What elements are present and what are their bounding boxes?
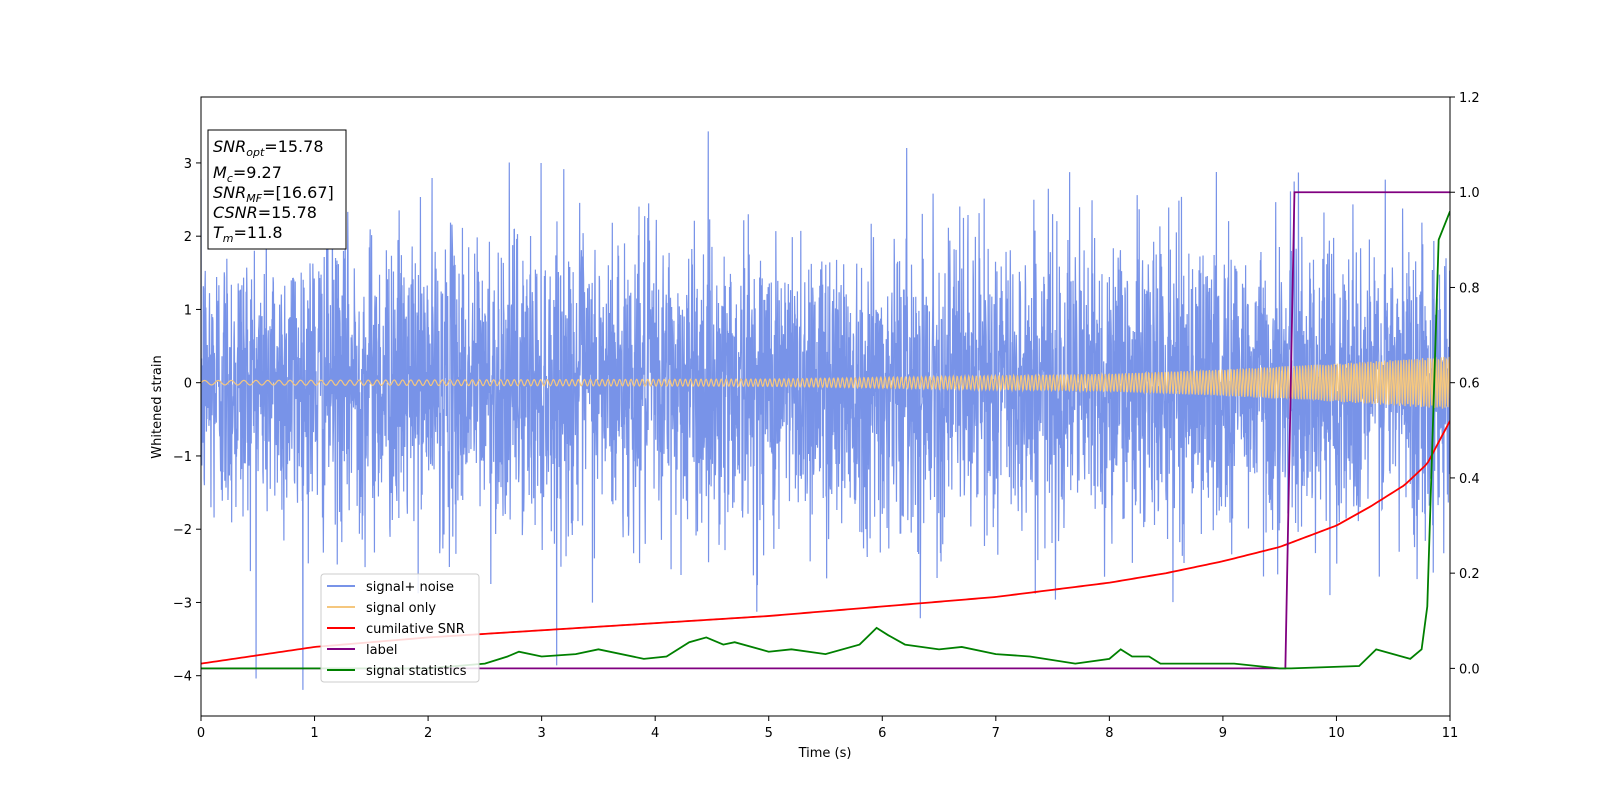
annotation-value: =15.78: [258, 203, 317, 222]
annotation-sym: CSNR: [213, 203, 258, 222]
y-tick-label-left: 1: [184, 303, 192, 318]
annotation-value: =9.27: [233, 163, 282, 182]
annotation-box: SNRopt=15.78 Mc=9.27 SNRMF=[16.67] CSNR=…: [207, 129, 347, 250]
annotation-value: =[16.67]: [262, 183, 334, 202]
annotation-sub: c: [227, 172, 233, 185]
series-signal-statistics: [201, 210, 1450, 670]
annotation-sub: opt: [246, 146, 265, 159]
y-tick-label-right: 0.8: [1459, 281, 1480, 296]
x-axis: 0 1 2 3 4 5 6 7 8 9 10 11: [197, 716, 1458, 741]
y-tick-label-right: 0.4: [1459, 472, 1480, 487]
y-tick-label-left: −1: [173, 450, 192, 465]
x-tick-label: 6: [878, 726, 886, 741]
legend-label-label: label: [366, 643, 397, 658]
x-axis-label: Time (s): [798, 746, 852, 761]
x-tick-label: 8: [1105, 726, 1113, 741]
x-tick-label: 4: [651, 726, 659, 741]
annotation-sub: m: [223, 232, 234, 245]
annotation-sym: SNR: [213, 137, 246, 156]
y-tick-label-right: 0.6: [1459, 377, 1480, 392]
x-tick-label: 3: [537, 726, 545, 741]
legend-label-signal-only: signal only: [366, 601, 436, 616]
y-tick-label-left: −3: [173, 596, 192, 611]
legend-label-signal-statistics: signal statistics: [366, 664, 467, 679]
svg-text:Tm=11.8: Tm=11.8: [213, 223, 283, 245]
x-tick-label: 0: [197, 726, 205, 741]
y-tick-label-left: 0: [184, 377, 192, 392]
y-tick-label-left: 3: [184, 157, 192, 172]
legend: signal+ noise signal only cumilative SNR…: [320, 573, 480, 683]
annotation-sym: T: [213, 223, 224, 242]
y-axis-left: 3 2 1 0 −1 −2 −3 −4: [173, 157, 201, 685]
y-axis-right: 1.2 1.0 0.8 0.6 0.4 0.2 0.0: [1450, 91, 1480, 677]
y-tick-label-right: 0.0: [1459, 662, 1480, 677]
series-label: [201, 191, 1450, 670]
annotation-sym: M: [213, 163, 227, 182]
svg-text:CSNR=15.78: CSNR=15.78: [213, 203, 317, 222]
y-axis-label: Whitened strain: [150, 355, 165, 458]
x-tick-label: 10: [1328, 726, 1345, 741]
svg-text:SNRopt=15.78: SNRopt=15.78: [213, 137, 324, 159]
annotation-value: =11.8: [234, 223, 283, 242]
annotation-sub: MF: [246, 192, 262, 205]
x-tick-label: 9: [1219, 726, 1227, 741]
x-tick-label: 2: [424, 726, 432, 741]
svg-text:Mc=9.27: Mc=9.27: [213, 163, 282, 185]
y-tick-label-right: 0.2: [1459, 567, 1480, 582]
y-tick-label-right: 1.2: [1459, 91, 1480, 106]
axes-frame: [200, 96, 1451, 717]
svg-text:SNRMF=[16.67]: SNRMF=[16.67]: [213, 183, 334, 205]
annotation-sym: SNR: [213, 183, 246, 202]
legend-label-cumulative-snr: cumilative SNR: [366, 622, 465, 637]
y-tick-label-left: −2: [173, 523, 192, 538]
annotation-value: =15.78: [264, 137, 323, 156]
x-tick-label: 5: [765, 726, 773, 741]
legend-label-signal-noise: signal+ noise: [366, 580, 454, 595]
y-tick-label-left: 2: [184, 230, 192, 245]
x-tick-label: 7: [992, 726, 1000, 741]
series-signal-only: [201, 356, 1450, 409]
x-tick-label: 11: [1442, 726, 1459, 741]
y-tick-label-right: 1.0: [1459, 186, 1480, 201]
x-tick-label: 1: [310, 726, 318, 741]
y-tick-label-left: −4: [173, 670, 192, 685]
